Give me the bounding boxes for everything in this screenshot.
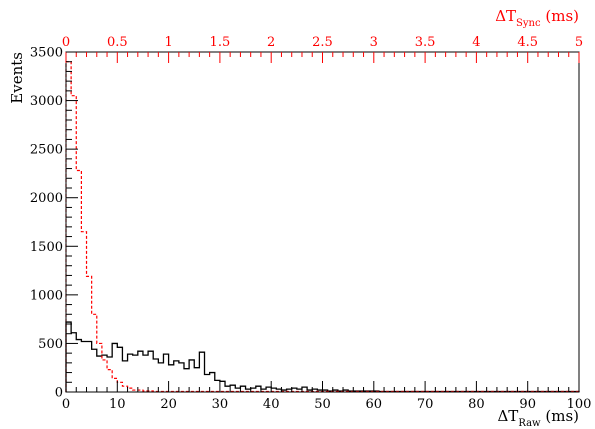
- x-tick-label: 40: [263, 397, 280, 412]
- x2-tick-label: 2: [267, 35, 275, 50]
- x2-tick-label: 1: [164, 35, 172, 50]
- x2-tick-label: 3.5: [415, 35, 436, 50]
- x2-tick-label: 0.5: [107, 35, 128, 50]
- y-tick-label: 0: [55, 386, 63, 401]
- x2-tick-label: 0: [62, 35, 70, 50]
- y-tick-label: 2500: [30, 143, 63, 158]
- y-axis-title: Events: [8, 52, 26, 104]
- x-tick-label: 0: [62, 397, 70, 412]
- y-tick-label: 3000: [30, 94, 63, 109]
- plot-frame: [65, 51, 580, 393]
- x-tick-label: 90: [519, 397, 536, 412]
- axis-labels: 0 10 20 30 40 50 60 70 80 90 1000 0.5 1 1.5 2 2.5 3 3.5 4 4…: [8, 7, 591, 429]
- y-tick-label: 3500: [30, 46, 63, 61]
- x-tick-label: 30: [212, 397, 229, 412]
- y-tick-label: 1500: [30, 240, 63, 255]
- chart-marks: [65, 61, 580, 393]
- x-tick-label: 80: [468, 397, 485, 412]
- x-tick-label: 10: [109, 397, 126, 412]
- y-tick-label: 2000: [30, 191, 63, 206]
- x2-axis-title: ΔTSync (ms): [495, 7, 579, 29]
- x-tick-label: 60: [366, 397, 383, 412]
- x2-tick-label: 2.5: [312, 35, 333, 50]
- x-axis-title: ΔTRaw (ms): [497, 407, 579, 429]
- axis-ticks: [65, 51, 580, 393]
- x2-tick-label: 1.5: [210, 35, 231, 50]
- y-tick-label: 1000: [30, 288, 63, 303]
- x2-tick-label: 4: [472, 35, 480, 50]
- x-tick-label: 70: [417, 397, 434, 412]
- series-sync-line: [65, 61, 580, 393]
- x-tick-label: 50: [314, 397, 331, 412]
- y-tick-label: 500: [38, 337, 63, 352]
- x2-tick-label: 4.5: [517, 35, 538, 50]
- x-tick-label: 20: [160, 397, 177, 412]
- x2-tick-label: 3: [370, 35, 378, 50]
- x2-tick-label: 5: [575, 35, 583, 50]
- x-tick-label: 100: [567, 397, 592, 412]
